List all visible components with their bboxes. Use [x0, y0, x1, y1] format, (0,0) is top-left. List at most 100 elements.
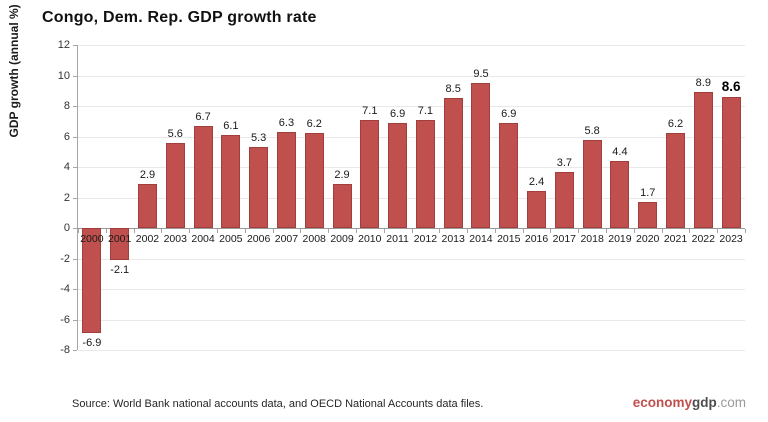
y-tick-label--8: -8: [60, 344, 70, 356]
bar-label-2003: 5.6: [167, 127, 183, 140]
x-axis-tick-0: [78, 229, 79, 233]
x-tick-label-2022: 2022: [691, 233, 715, 245]
bar-2003: [165, 142, 185, 228]
logo-part-gdp: gdp: [691, 395, 717, 410]
plot-area: -6.9 2000 -2.1 2001 2.9 2002 5.6 2003 6.7 2004 6.1…: [73, 45, 746, 351]
gridline--8: [78, 350, 745, 351]
x-tick-label-2010: 2010: [358, 233, 382, 245]
y-tick-label--2: -2: [60, 252, 70, 265]
bar-2019: [610, 160, 630, 228]
x-axis-tick-13: [439, 229, 441, 233]
x-tick-label-2020: 2020: [636, 233, 660, 245]
x-axis-tick-19: [606, 229, 608, 233]
bar-label-2017: 3.7: [556, 156, 572, 169]
x-axis-tick-2: [133, 229, 135, 233]
x-tick-label-2023: 2023: [719, 233, 743, 245]
bar-label-2021: 6.2: [667, 118, 684, 131]
x-axis-tick-10: [355, 229, 357, 233]
x-tick-label-2019: 2019: [608, 233, 632, 245]
bar-2002: [137, 183, 157, 228]
y-tick-label-8: 8: [63, 100, 70, 112]
x-tick-label-2003: 2003: [163, 233, 187, 245]
y-tick-label--6: -6: [60, 313, 70, 326]
x-axis-tick-22: [689, 229, 691, 233]
bar-label-2020: 1.7: [640, 187, 656, 200]
gridline-12: [78, 45, 745, 46]
y-axis-tick--2: [73, 258, 77, 260]
x-tick-label-2008: 2008: [302, 233, 326, 245]
x-axis-tick-7: [272, 229, 274, 233]
bar-2010: [360, 119, 380, 228]
bar-2021: [666, 133, 686, 228]
site-logo: economygdp.com: [633, 395, 746, 410]
bar-label-2022: 8.9: [695, 77, 711, 90]
bar-label-2016: 2.4: [528, 176, 545, 189]
x-axis-tick-5: [216, 229, 218, 233]
bar-label-2018: 5.8: [584, 124, 600, 137]
bar-label-2019: 4.4: [612, 145, 628, 158]
y-axis-tick-8: [73, 106, 77, 107]
gridline-6: [78, 136, 745, 138]
y-axis-tick-12: [73, 45, 77, 46]
bar-label-2009: 2.9: [334, 168, 350, 181]
bar-2014: [471, 83, 491, 228]
bar-label-2007: 6.3: [278, 116, 295, 129]
x-axis-tick-15: [494, 229, 496, 233]
bar-label-2006: 5.3: [250, 132, 267, 145]
y-tick-label-10: 10: [57, 69, 70, 82]
bar-label-2011: 6.9: [389, 107, 406, 120]
bar-label-2010: 7.1: [362, 104, 378, 117]
x-tick-label-2004: 2004: [191, 233, 215, 245]
x-axis-tick-16: [522, 229, 524, 233]
x-axis-tick-21: [661, 229, 663, 233]
bar-label-2008: 6.2: [306, 118, 322, 131]
logo-part-com: .com: [716, 395, 746, 410]
y-tick-label-6: 6: [63, 130, 70, 143]
y-tick-label-4: 4: [63, 161, 70, 173]
bar-2017: [554, 171, 574, 228]
x-tick-label-2015: 2015: [497, 233, 521, 245]
bar-label-2002: 2.9: [139, 168, 156, 181]
bar-2001: [110, 228, 130, 261]
bar-2009: [332, 183, 352, 228]
x-tick-label-2011: 2011: [386, 233, 409, 245]
x-axis-tick-24: [745, 229, 746, 233]
y-axis-tick--4: [73, 289, 77, 290]
x-tick-label-2013: 2013: [441, 233, 465, 245]
x-tick-label-2001: 2001: [108, 233, 132, 245]
y-axis-tick--6: [73, 319, 77, 321]
bar-label-2001: -2.1: [110, 264, 130, 277]
x-axis-tick-8: [300, 229, 302, 233]
gridline-2: [78, 197, 745, 199]
x-tick-label-2016: 2016: [524, 233, 549, 245]
y-axis-title: GDP growth (annual %): [7, 4, 21, 138]
x-tick-label-2021: 2021: [663, 233, 688, 245]
x-axis-tick-18: [578, 229, 580, 233]
bar-2016: [527, 191, 547, 228]
y-axis-tick-4: [73, 167, 77, 168]
x-axis-tick-12: [411, 229, 413, 233]
x-axis-tick-11: [383, 229, 385, 233]
y-axis-tick-2: [73, 197, 77, 199]
x-axis-tick-17: [550, 229, 552, 233]
bar-label-2012: 7.1: [417, 104, 434, 117]
y-tick-label--4: -4: [60, 283, 70, 295]
x-axis-tick-14: [467, 229, 469, 233]
x-axis-tick-9: [328, 229, 330, 233]
x-tick-label-2002: 2002: [135, 233, 160, 245]
gridline--4: [78, 289, 745, 290]
bar-2005: [221, 134, 241, 228]
bar-label-2005: 6.1: [223, 119, 239, 132]
y-tick-label-2: 2: [63, 191, 70, 204]
bar-2020: [638, 202, 658, 228]
bar-2022: [693, 92, 713, 228]
x-axis-tick-6: [244, 229, 246, 233]
bar-label-2004: 6.7: [195, 110, 211, 123]
x-tick-label-2006: 2006: [246, 233, 271, 245]
bar-2018: [582, 139, 602, 228]
gridline--6: [78, 319, 745, 321]
x-tick-label-2017: 2017: [552, 233, 577, 245]
bar-label-2013: 8.5: [445, 83, 461, 96]
x-tick-label-2000: 2000: [80, 233, 104, 245]
